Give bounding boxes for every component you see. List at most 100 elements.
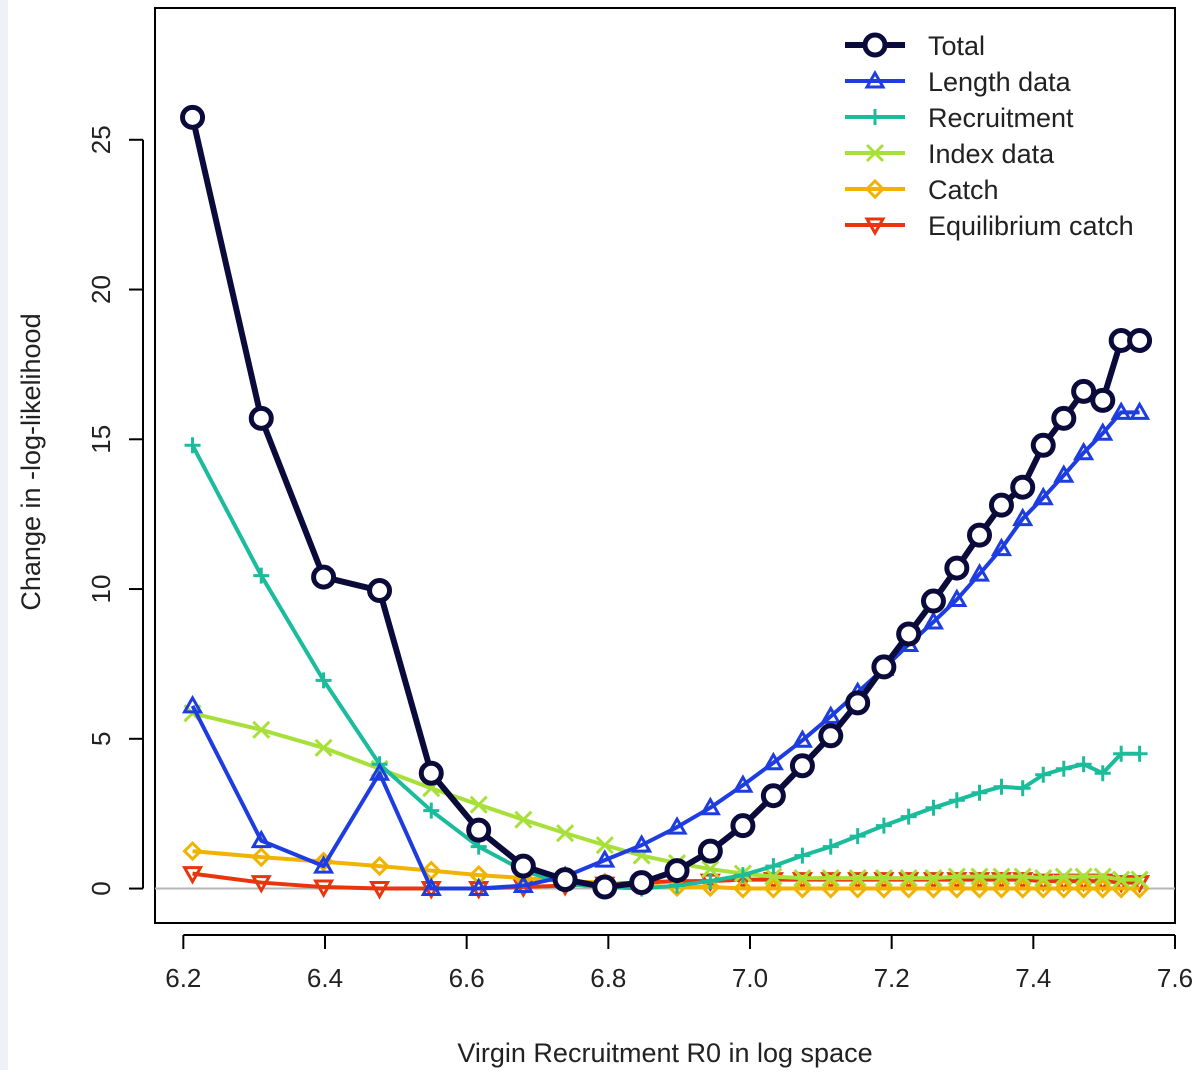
data-point — [1035, 766, 1052, 783]
legend-label: Total — [928, 31, 985, 61]
x-tick-label: 7.0 — [732, 963, 768, 993]
legend-swatch-marker — [864, 69, 886, 89]
plot-frame — [154, 7, 1176, 924]
data-point — [822, 838, 839, 855]
data-point — [1032, 486, 1054, 506]
legend-label: Equilibrium catch — [928, 211, 1134, 241]
data-point — [993, 778, 1010, 795]
data-point — [922, 610, 945, 630]
data-point — [252, 720, 271, 739]
window-edge — [0, 0, 8, 1070]
data-point — [1055, 760, 1072, 777]
data-point — [789, 753, 815, 779]
data-point — [924, 869, 943, 888]
y-axis: 0 5 10 15 20 25 — [86, 125, 144, 896]
data-point — [469, 795, 488, 814]
data-point — [849, 828, 866, 845]
legend-swatch-marker — [864, 217, 886, 237]
data-point — [315, 672, 332, 689]
data-point — [820, 705, 842, 724]
data-point — [821, 869, 840, 888]
data-point — [1071, 378, 1097, 404]
data-point — [701, 860, 720, 879]
x-tick-label: 7.2 — [874, 963, 910, 993]
data-point — [311, 564, 337, 590]
legend: Total Length data Recruitment Index data Cat… — [845, 31, 1134, 241]
legend-label: Catch — [928, 175, 999, 205]
data-point — [920, 588, 946, 614]
data-point — [699, 796, 721, 816]
data-point — [180, 104, 206, 130]
data-point — [629, 870, 655, 896]
data-point — [702, 873, 719, 890]
data-point — [314, 738, 333, 757]
legend-item: Length data — [845, 67, 1072, 97]
data-point — [896, 621, 922, 647]
data-point — [967, 522, 992, 548]
legend-item: Equilibrium catch — [845, 211, 1134, 241]
data-point — [898, 878, 919, 899]
data-point — [468, 877, 490, 897]
data-point — [970, 867, 989, 886]
data-point — [875, 817, 892, 834]
data-point — [1051, 405, 1077, 431]
x-tick-label: 7.4 — [1015, 963, 1051, 993]
data-point — [251, 846, 272, 868]
series-length-data — [181, 401, 1151, 897]
data-point — [248, 405, 274, 431]
y-tick-label: 15 — [86, 425, 116, 454]
data-point — [1090, 387, 1116, 413]
data-point — [848, 869, 867, 888]
x-tick-label: 6.8 — [590, 963, 626, 993]
data-point — [734, 867, 751, 884]
data-point — [1073, 878, 1094, 899]
data-point — [763, 878, 784, 899]
legend-label: Index data — [928, 139, 1055, 169]
data-point — [765, 858, 782, 875]
data-point — [1034, 869, 1053, 888]
y-tick-label: 0 — [86, 881, 116, 895]
data-point — [899, 869, 918, 888]
x-tick-label: 6.4 — [307, 963, 343, 993]
data-point — [971, 784, 988, 801]
data-point — [631, 834, 653, 853]
data-point — [250, 829, 272, 849]
data-point — [925, 799, 942, 816]
legend-swatch-marker — [862, 32, 888, 58]
data-point — [181, 694, 204, 714]
data-point — [1014, 780, 1031, 797]
data-point — [1053, 878, 1074, 899]
data-point — [873, 878, 894, 899]
legend-swatch-marker — [867, 109, 883, 125]
data-point — [732, 774, 754, 793]
data-point — [253, 567, 270, 584]
data-point — [732, 878, 754, 899]
data-point — [760, 783, 786, 809]
data-point — [1012, 878, 1033, 899]
data-point — [1054, 867, 1073, 886]
data-point — [1110, 401, 1132, 420]
data-point — [510, 853, 536, 879]
data-point — [946, 588, 968, 608]
data-point — [512, 874, 534, 894]
data-point — [1030, 432, 1056, 458]
data-point — [369, 855, 390, 877]
data-point — [992, 867, 1011, 886]
data-point — [181, 866, 204, 885]
data-point — [418, 760, 444, 786]
data-point — [1075, 756, 1092, 773]
y-tick-label: 10 — [86, 575, 116, 604]
data-point — [1010, 474, 1036, 500]
data-point — [368, 881, 391, 900]
data-point — [948, 792, 965, 809]
x-axis: 6.2 6.4 6.6 6.8 7.0 7.2 7.4 7.6 — [165, 934, 1193, 993]
data-point — [847, 878, 868, 899]
data-point — [594, 849, 616, 868]
series-line — [192, 711, 1140, 882]
data-point — [947, 867, 966, 886]
data-point — [666, 816, 688, 835]
legend-item: Recruitment — [845, 103, 1074, 133]
data-point — [1092, 878, 1113, 899]
y-tick-label: 20 — [86, 275, 116, 304]
